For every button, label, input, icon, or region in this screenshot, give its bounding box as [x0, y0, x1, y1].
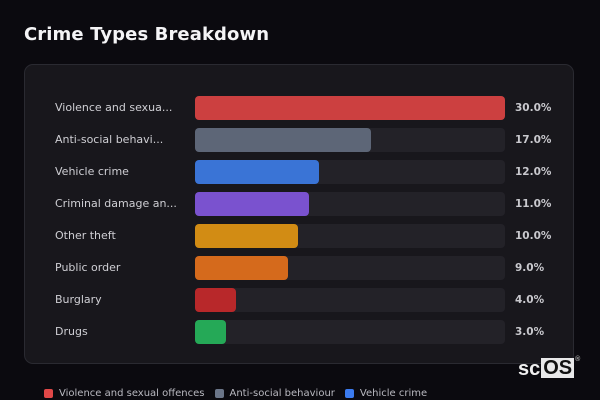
- bar-fill[interactable]: [195, 96, 505, 120]
- bar-label: Anti-social behavi...: [55, 133, 164, 146]
- chart-legend: Violence and sexual offences Anti-social …: [44, 386, 427, 400]
- legend-item[interactable]: Vehicle crime: [344, 387, 428, 399]
- bar-row: Other theft 10.0%: [25, 224, 573, 248]
- bar-value: 12.0%: [515, 166, 552, 178]
- bar-row: Violence and sexua... 30.0%: [25, 96, 573, 120]
- bar-label: Drugs: [55, 325, 88, 338]
- bar-fill[interactable]: [195, 288, 236, 312]
- legend-item[interactable]: Violence and sexual offences: [44, 388, 205, 399]
- watermark-text: sc: [518, 358, 541, 380]
- bar-track: [195, 128, 505, 152]
- bar-label: Other theft: [55, 229, 116, 242]
- bar-fill[interactable]: [195, 256, 288, 280]
- legend-label: Vehicle crime: [359, 387, 428, 399]
- registered-mark: ®: [575, 356, 581, 363]
- bar-row: Criminal damage an... 11.0%: [25, 192, 573, 216]
- bar-value: 30.0%: [515, 102, 552, 114]
- legend-label: Anti-social behaviour: [229, 387, 335, 399]
- bar-label: Criminal damage an...: [55, 197, 177, 210]
- bar-value: 17.0%: [515, 134, 552, 146]
- bar-label: Burglary: [55, 293, 102, 306]
- bar-track: [195, 96, 505, 120]
- bar-track: [195, 256, 505, 280]
- legend-swatch-icon: [44, 388, 53, 398]
- bar-value: 3.0%: [515, 326, 545, 338]
- bar-row: Drugs 3.0%: [25, 320, 573, 344]
- bar-track: [195, 224, 505, 248]
- bar-track: [195, 288, 505, 312]
- chart-card: Violence and sexua... 30.0% Anti-social be…: [24, 64, 574, 364]
- bar-track: [195, 320, 505, 344]
- bar-fill[interactable]: [195, 128, 371, 152]
- bar-value: 11.0%: [515, 198, 552, 210]
- bar-fill[interactable]: [195, 320, 226, 344]
- bar-value: 4.0%: [515, 294, 545, 306]
- bar-track: [195, 192, 505, 216]
- watermark-box-text: OS: [541, 357, 575, 379]
- bar-fill[interactable]: [195, 160, 319, 184]
- bar-track: [195, 160, 505, 184]
- bar-fill[interactable]: [195, 192, 309, 216]
- legend-swatch-icon: [344, 388, 354, 398]
- bar-row: Burglary 4.0%: [25, 288, 573, 312]
- bar-value: 9.0%: [515, 262, 545, 274]
- bar-row: Anti-social behavi... 17.0%: [25, 128, 573, 152]
- watermark-logo: sc OS ®: [518, 356, 581, 381]
- legend-label: Violence and sexual offences: [59, 387, 205, 399]
- bar-row: Public order 9.0%: [25, 256, 573, 280]
- legend-item[interactable]: Anti-social behaviour: [214, 387, 335, 399]
- bar-label: Vehicle crime: [55, 165, 129, 178]
- bar-label: Public order: [55, 261, 121, 274]
- bar-label: Violence and sexua...: [55, 101, 173, 114]
- legend-swatch-icon: [214, 388, 224, 398]
- bar-value: 10.0%: [515, 230, 552, 242]
- bar-fill[interactable]: [195, 224, 298, 248]
- bar-row: Vehicle crime 12.0%: [25, 160, 573, 184]
- page-title: Crime Types Breakdown: [24, 24, 270, 45]
